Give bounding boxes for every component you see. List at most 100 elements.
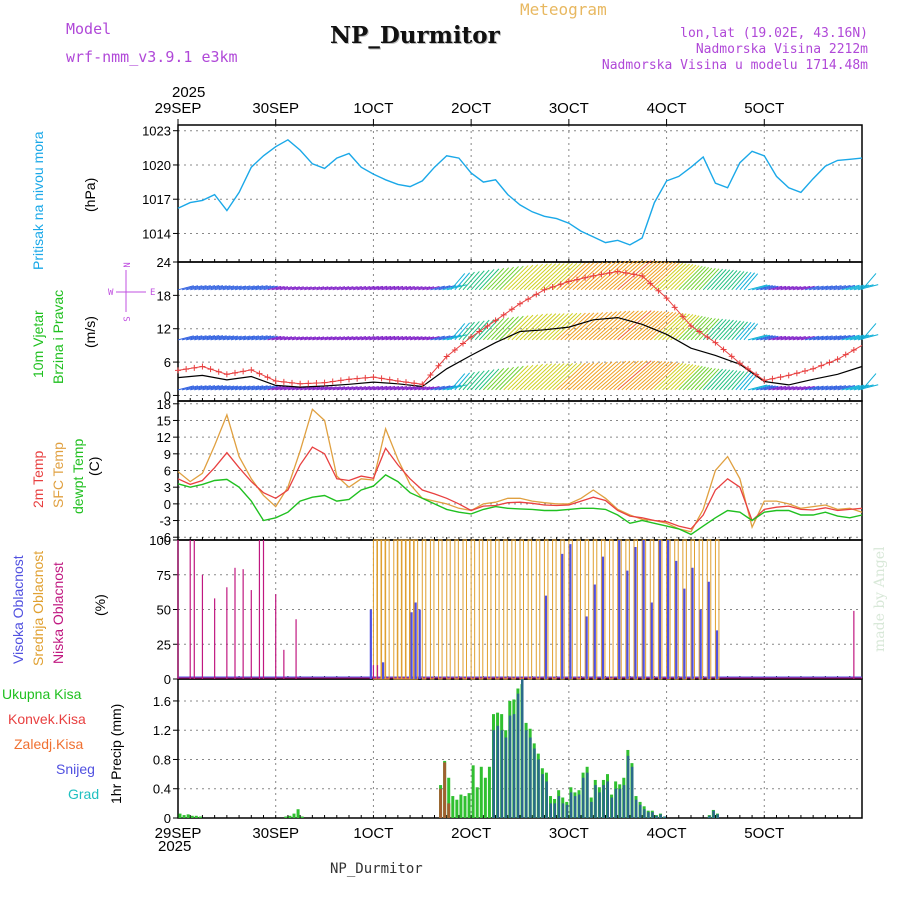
footer-station: NP_Durmitor (330, 861, 423, 877)
precip-total-bar (467, 793, 471, 818)
wind-gust-marker (631, 271, 637, 278)
y-tick-label: 3 (164, 480, 171, 495)
wind-barb (426, 386, 440, 391)
wind-barb (706, 269, 727, 291)
wind-barb (613, 360, 648, 391)
wind-barb (381, 285, 396, 291)
wind-barb (564, 362, 595, 391)
wind-barb (601, 260, 635, 291)
wind-barb (588, 260, 622, 291)
wind-barb (837, 384, 856, 391)
wind-barb (817, 285, 833, 291)
date-label-bottom: 5OCT (744, 825, 784, 842)
wind-barb (295, 336, 308, 341)
wind-barb (401, 336, 415, 341)
wind-gust-marker (614, 268, 621, 275)
wind-barb (527, 313, 557, 341)
wind-barb (568, 312, 599, 341)
wind-gust-marker (354, 375, 361, 382)
y-tick-label: 0 (164, 672, 171, 687)
wind-gust-marker (305, 380, 312, 387)
wind-barb (568, 262, 599, 291)
precip-snow-bar (626, 755, 630, 818)
wind-barb (535, 263, 565, 291)
wind-barb (548, 262, 578, 291)
precip-snow-bar (618, 788, 622, 818)
wind-barb (825, 285, 842, 291)
wind-barb (825, 385, 842, 391)
cloud-mid-bar (470, 539, 476, 680)
wind-gust-marker (403, 379, 409, 386)
wind-gust-marker (565, 278, 572, 285)
wind-barb (584, 311, 617, 341)
wind-barb (531, 313, 561, 341)
wind-gust-marker (443, 353, 450, 360)
temp2m-line (177, 446, 863, 530)
wind-barb (438, 334, 456, 341)
y-tick-label: 0.8 (153, 752, 171, 767)
wind-gust-marker (549, 284, 556, 291)
wind-barb (861, 323, 877, 341)
wind-barb (540, 363, 569, 391)
wind-barb (658, 363, 687, 391)
wind-barb (654, 312, 684, 341)
wind-barb (344, 286, 358, 291)
wind-barb (800, 385, 815, 391)
wind-barb (210, 335, 227, 341)
date-label-bottom: 30SEP (252, 825, 299, 842)
wind-barb (710, 369, 731, 391)
wind-barb (316, 286, 329, 291)
wind-gust-marker (753, 371, 760, 378)
wind-barb (649, 262, 680, 291)
precip-snow-bar (537, 759, 540, 818)
wind-barb (247, 285, 264, 291)
wind-gust-marker (777, 374, 784, 381)
wind-gust-marker (394, 377, 401, 384)
wind-barb (751, 384, 771, 391)
wind-barb (210, 285, 227, 291)
wind-barb (202, 285, 220, 291)
wind-barb (238, 285, 255, 291)
precip-total-legend: Ukupna Kisa (2, 686, 82, 702)
cloud-mid-bar (372, 539, 378, 680)
wind-barb (527, 363, 557, 391)
wind-gust-marker (337, 377, 344, 384)
wind-barb (560, 262, 591, 291)
wind-barb (466, 270, 485, 291)
wind-barb (206, 335, 224, 341)
wind-barb (776, 386, 790, 391)
y-tick-label: 1.2 (153, 723, 171, 738)
wind-gust-marker (492, 317, 499, 324)
wind-barb (177, 385, 194, 391)
wind-barb (764, 385, 779, 391)
precip-conv-legend: Konvek.Kisa (8, 711, 86, 727)
wind-gust-marker (842, 351, 849, 358)
wind-barb (625, 310, 659, 341)
wind-barb (462, 271, 480, 291)
wind-barb (393, 335, 408, 341)
wind-barb (837, 284, 856, 291)
wind-barb (719, 370, 738, 391)
wind-barb (760, 335, 776, 341)
wind-barb (491, 266, 514, 291)
wind-gust-marker (264, 374, 271, 381)
precip-snow-bar (708, 815, 711, 818)
precip-snow-bar (610, 797, 614, 818)
wind-barb (247, 335, 264, 341)
wind-barb (694, 368, 716, 391)
wind-barb (275, 386, 289, 391)
wind-barb (821, 285, 838, 291)
wind-barb (263, 285, 278, 291)
wind-barb (377, 385, 392, 391)
y-tick-label: 1017 (142, 192, 171, 207)
wind-barb (605, 260, 639, 291)
precip-total-bar (292, 813, 296, 818)
date-label-top: 1OCT (353, 100, 393, 117)
precip-snow-bar (565, 804, 569, 818)
wind-barb (829, 335, 847, 341)
wind-barb (658, 313, 687, 341)
wind-barb (503, 315, 529, 341)
wind-barb (491, 316, 514, 341)
panel-frame-pressure (177, 124, 863, 263)
wind-gust-marker (232, 369, 238, 376)
